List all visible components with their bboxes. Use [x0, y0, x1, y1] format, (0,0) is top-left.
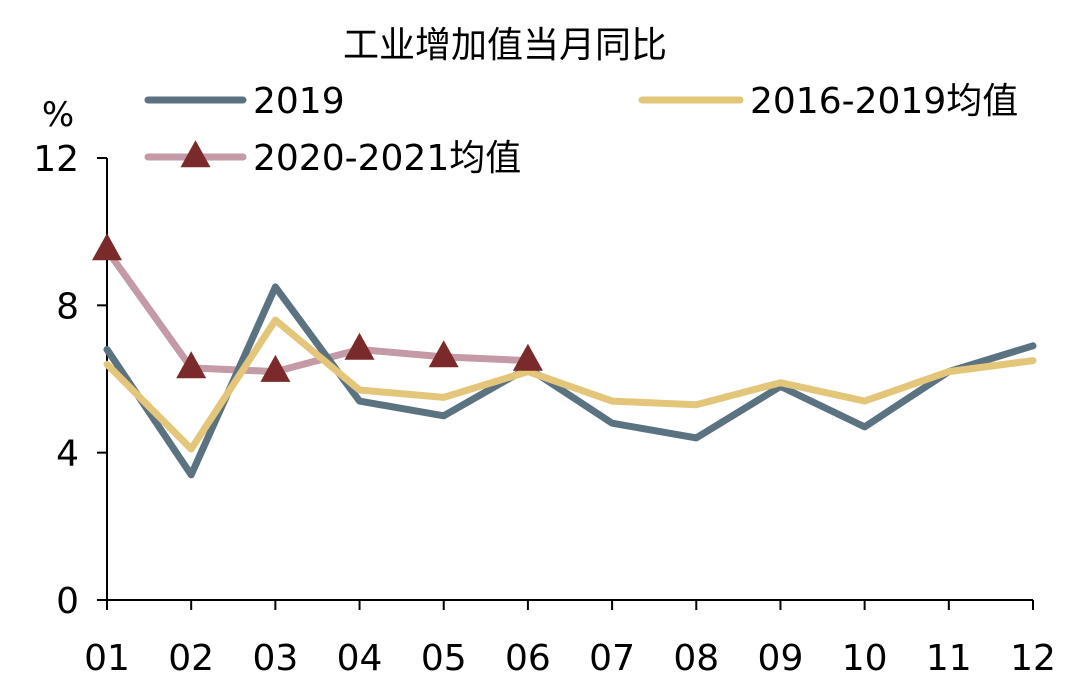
y-tick-label: 4	[56, 434, 79, 475]
x-tick-label: 08	[673, 638, 719, 679]
x-tick-label: 03	[252, 638, 298, 679]
data-point-marker	[92, 233, 122, 261]
x-tick-label: 04	[337, 638, 383, 679]
y-tick-label: 12	[33, 139, 79, 180]
legend-label-3: 2020-2021均值	[253, 138, 521, 179]
series-line-3	[103, 246, 532, 376]
chart-title: 工业增加值当月同比	[343, 25, 667, 66]
legend: 2019 2016-2019均值 2020-2021均值	[144, 81, 1018, 179]
x-tick-label: 09	[758, 638, 804, 679]
series-line-2	[103, 316, 1037, 453]
data-point-marker	[428, 340, 459, 368]
legend-label-2: 2016-2019均值	[750, 81, 1018, 122]
legend-label-1: 2019	[253, 81, 345, 122]
x-tick-label: 01	[84, 638, 130, 679]
data-point-marker	[512, 343, 543, 371]
data-point-marker	[344, 332, 375, 360]
data-point-marker	[176, 351, 207, 379]
x-tick-label: 10	[842, 638, 888, 679]
y-tick-label: 0	[56, 581, 79, 622]
x-tick-label: 06	[505, 638, 551, 679]
data-point-marker	[260, 354, 291, 382]
x-tick-label: 02	[168, 638, 214, 679]
x-tick-label: 11	[926, 638, 972, 679]
y-tick-label: 8	[56, 286, 79, 327]
x-tick-label: 07	[589, 638, 635, 679]
series-layer	[92, 233, 1037, 479]
x-tick-label: 12	[1010, 638, 1056, 679]
x-tick-label: 05	[421, 638, 467, 679]
series-line-1	[103, 283, 1037, 479]
legend-marker	[180, 140, 211, 168]
y-axis-unit-label: %	[42, 95, 74, 135]
